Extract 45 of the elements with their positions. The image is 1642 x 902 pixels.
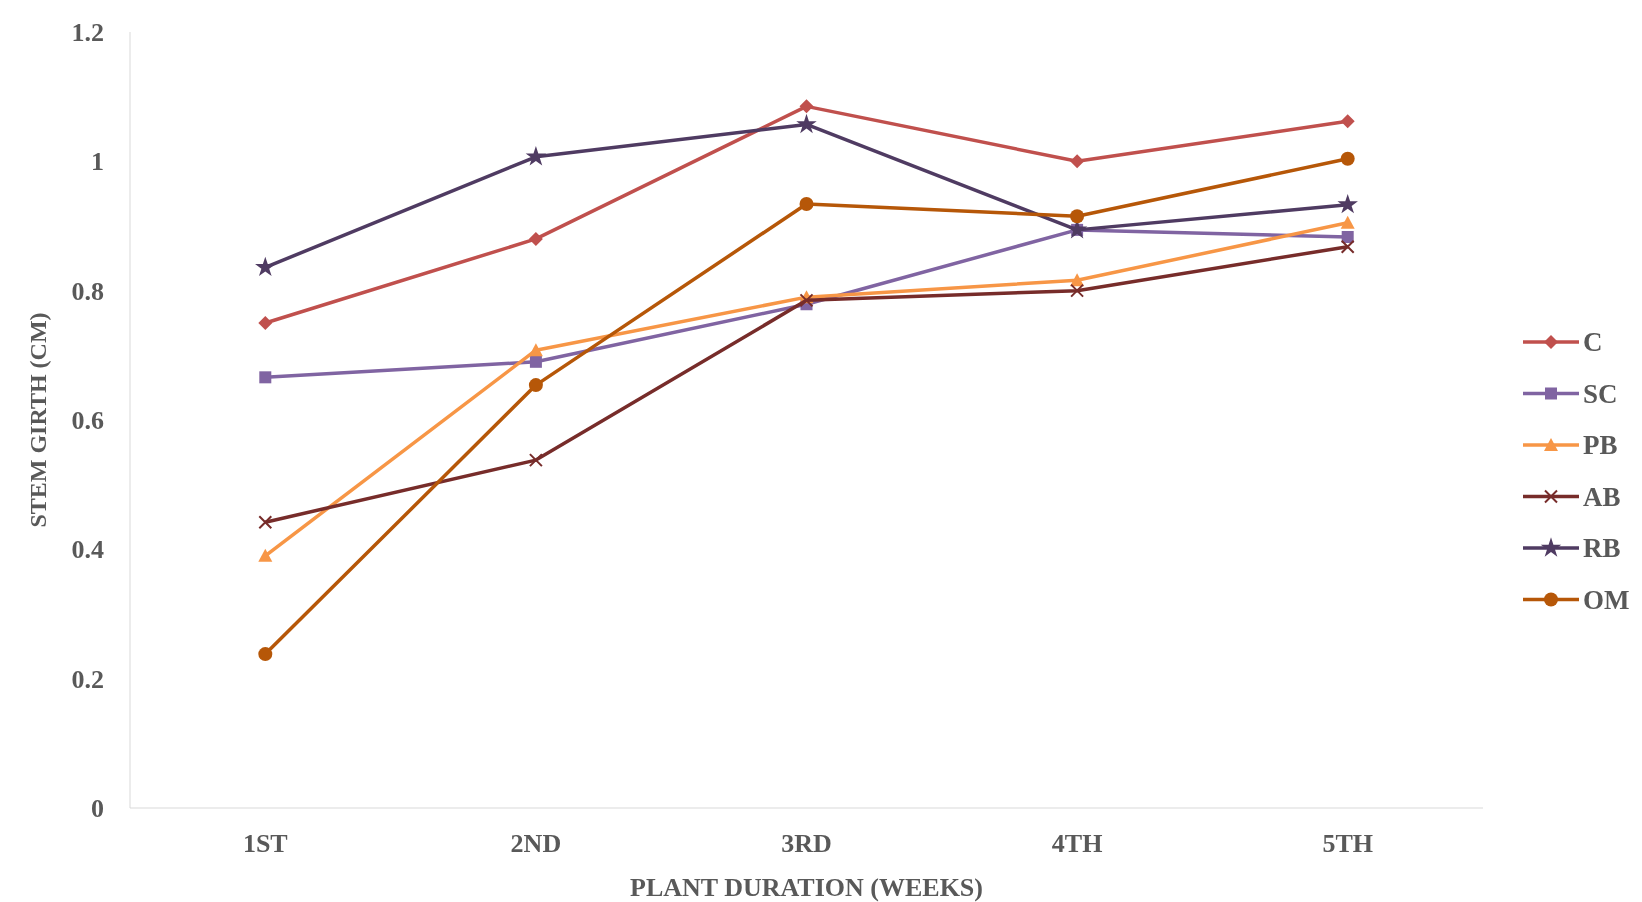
point xyxy=(255,256,276,277)
point xyxy=(799,197,814,212)
x-tick-label: 5TH xyxy=(1322,829,1373,858)
point xyxy=(528,453,543,468)
y-axis-title: STEM GIRTH (CM) xyxy=(25,312,51,528)
point xyxy=(796,113,817,134)
x-tick-label: 2ND xyxy=(510,829,562,858)
point xyxy=(258,515,273,530)
y-tick-label: 0.2 xyxy=(71,664,104,694)
point xyxy=(799,293,814,308)
x-tick-label: 3RD xyxy=(781,829,832,858)
point xyxy=(1341,230,1354,243)
point xyxy=(528,343,543,357)
point xyxy=(528,378,543,393)
y-tick-label: 1 xyxy=(91,147,104,177)
y-tick-label: 0.6 xyxy=(71,406,104,436)
legend-label: RB xyxy=(1583,533,1621,564)
point xyxy=(1340,239,1355,254)
point xyxy=(259,371,272,384)
x-tick-label: 1ST xyxy=(242,829,288,858)
point xyxy=(528,231,543,246)
legend-label: OM xyxy=(1583,584,1630,615)
point xyxy=(258,647,273,662)
point xyxy=(525,146,547,166)
point xyxy=(258,548,273,562)
y-tick-label: 0.4 xyxy=(71,535,104,565)
x-tick-label: 4TH xyxy=(1051,829,1103,858)
point xyxy=(1337,193,1358,214)
y-tick-label: 0.8 xyxy=(71,276,104,306)
legend-label: C xyxy=(1583,327,1603,358)
x-axis-title: PLANT DURATION (WEEKS) xyxy=(630,873,983,902)
point xyxy=(799,99,814,114)
y-tick-label: 1.2 xyxy=(71,18,104,48)
point xyxy=(1340,215,1355,229)
point xyxy=(529,355,542,368)
point xyxy=(1340,114,1355,129)
point xyxy=(1070,209,1085,224)
point xyxy=(1340,151,1355,166)
point xyxy=(1070,283,1085,298)
point xyxy=(1070,154,1085,169)
point xyxy=(258,316,273,330)
legend-label: SC xyxy=(1583,378,1618,409)
legend-label: PB xyxy=(1583,430,1618,461)
legend-label: AB xyxy=(1583,481,1621,512)
y-tick-label: 0 xyxy=(91,794,104,824)
